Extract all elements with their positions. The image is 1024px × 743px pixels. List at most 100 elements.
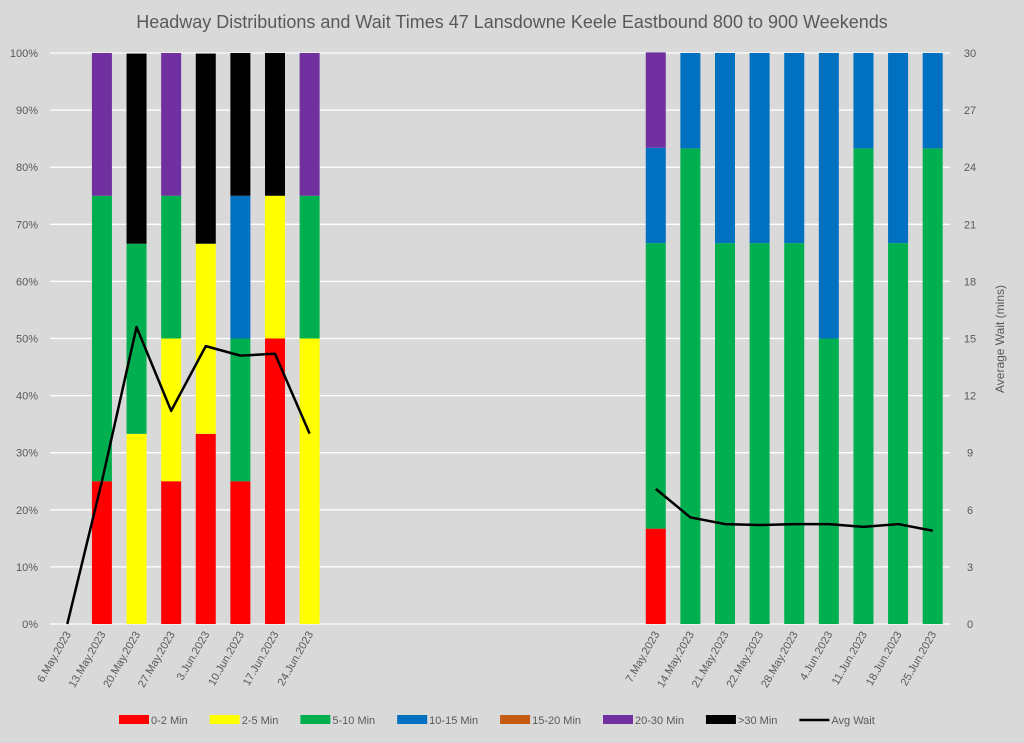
x-tick-label: 10.Jun.2023 [206,630,247,688]
y-tick-label: 70% [16,219,38,231]
x-tick-label: 18.Jun.2023 [864,630,905,688]
bar-segment-10-15-min [888,53,909,244]
legend-swatch [119,715,149,724]
x-tick-label: 28.May.2023 [759,630,801,690]
avg-wait-line-layer [66,325,933,625]
bar-segment-5-10-min [230,338,251,482]
bar-segment-5-10-min [818,338,839,624]
bar-segment-20-30-min [299,53,320,196]
y2-tick-label: 12 [964,391,976,403]
y2-tick-label: 0 [967,619,973,631]
y-tick-label: 100% [10,48,38,60]
x-tick-label: 11.Jun.2023 [830,630,870,688]
bar-segment-10-15-min [818,53,839,339]
bar-segment-20-30-min [161,53,182,196]
bar-segment--30-min [126,53,147,244]
x-tick-label: 24.Jun.2023 [276,630,317,688]
bar-segment-2-5-min [299,338,320,624]
bar-segment-10-15-min [922,53,943,149]
legend-label: 10-15 Min [429,715,478,727]
y2-tick-label: 24 [964,162,976,174]
legend-swatch [397,715,428,724]
bar-segment-10-15-min [645,147,666,244]
y-axis: 0% 10% 20% 30% 40% 50% 60% 70% 80% 90% 100% [10,48,38,631]
bar-segment-10-15-min [749,53,770,244]
y2-tick-label: 30 [964,48,976,60]
x-axis: 6.May.202313.May.202320.May.202327.May.2… [35,630,939,690]
y-tick-label: 30% [16,448,38,460]
legend-swatch [500,715,531,724]
legend: 0-2 Min 2-5 Min 5-10 Min 10-15 Min 15-20 Min… [119,715,875,727]
legend-label: Avg Wait [831,715,874,727]
avg-wait-line [654,487,933,532]
avg-wait-line [66,325,311,625]
bar-segment-5-10-min [888,243,909,624]
y2-axis-label: Average Wait (mins) [993,285,1007,393]
x-tick-label: 7.May.2023 [624,630,663,685]
y-tick-label: 90% [16,105,38,117]
bar-segment-2-5-min [265,195,285,339]
legend-label: 0-2 Min [151,715,188,727]
bar-segment-2-5-min [195,243,216,434]
bar-segment-20-30-min [91,53,112,196]
y-tick-label: 20% [16,505,38,517]
bar-segment-0-2-min [230,481,251,624]
bar-segment-10-15-min [853,53,874,149]
legend-label: 15-20 Min [532,715,581,727]
y2-tick-label: 3 [967,562,973,574]
bar-segment-5-10-min [299,195,320,339]
y-tick-label: 10% [16,562,38,574]
bar-segment-5-10-min [161,195,182,339]
y2-tick-label: 6 [967,505,973,517]
y2-tick-label: 15 [964,334,976,346]
y-tick-label: 80% [16,162,38,174]
y2-tick-label: 18 [964,276,976,288]
bar-segment-5-10-min [680,148,701,624]
legend-label: 2-5 Min [242,715,279,727]
y-tick-label: 0% [22,619,38,631]
bar-segment-0-2-min [265,338,285,624]
bar-segment-5-10-min [922,148,943,624]
y2-tick-label: 21 [964,219,976,231]
legend-swatch [209,715,240,724]
chart-title: Headway Distributions and Wait Times 47 … [136,12,887,32]
bar-segment-5-10-min [749,243,770,624]
legend-swatch [705,715,736,724]
bar-segment--30-min [230,53,251,196]
y-tick-label: 50% [16,334,38,346]
x-tick-label: 4.Jun.2023 [798,630,836,683]
y-tick-label: 40% [16,391,38,403]
gridlines [50,52,950,625]
bar-segment--30-min [195,53,216,244]
legend-swatch [603,715,634,724]
legend-label: 20-30 Min [635,715,684,727]
x-tick-label: 27.May.2023 [136,630,178,690]
x-tick-label: 3.Jun.2023 [175,630,213,683]
bar-segment-10-15-min [230,195,251,339]
x-tick-label: 6.May.2023 [35,630,74,685]
legend-label: 5-10 Min [332,715,375,727]
y2-axis: 0 3 6 9 12 15 18 21 24 27 30 [964,48,976,631]
x-tick-label: 25.Jun.2023 [899,630,940,688]
bar-segment-5-10-min [715,243,735,624]
bar-segment-10-15-min [715,53,735,244]
bar-segment-5-10-min [126,243,147,434]
bar-segment-5-10-min [645,243,666,529]
bar-segment--30-min [265,53,285,196]
bar-segment-5-10-min [784,243,805,624]
bar-segment-2-5-min [126,433,147,624]
legend-label: >30 Min [738,715,777,727]
bar-segment-10-15-min [680,53,701,149]
y2-tick-label: 27 [964,105,976,117]
y2-tick-label: 9 [967,448,973,460]
bar-segment-5-10-min [853,148,874,624]
y-tick-label: 60% [16,276,38,288]
bar-segment-20-30-min [645,52,666,148]
bar-segment-0-2-min [195,433,216,624]
legend-swatch [300,715,331,724]
bar-segment-5-10-min [91,195,112,482]
bar-segment-0-2-min [161,481,182,624]
x-tick-label: 17.Jun.2023 [241,630,282,688]
bar-segment-10-15-min [784,53,805,244]
